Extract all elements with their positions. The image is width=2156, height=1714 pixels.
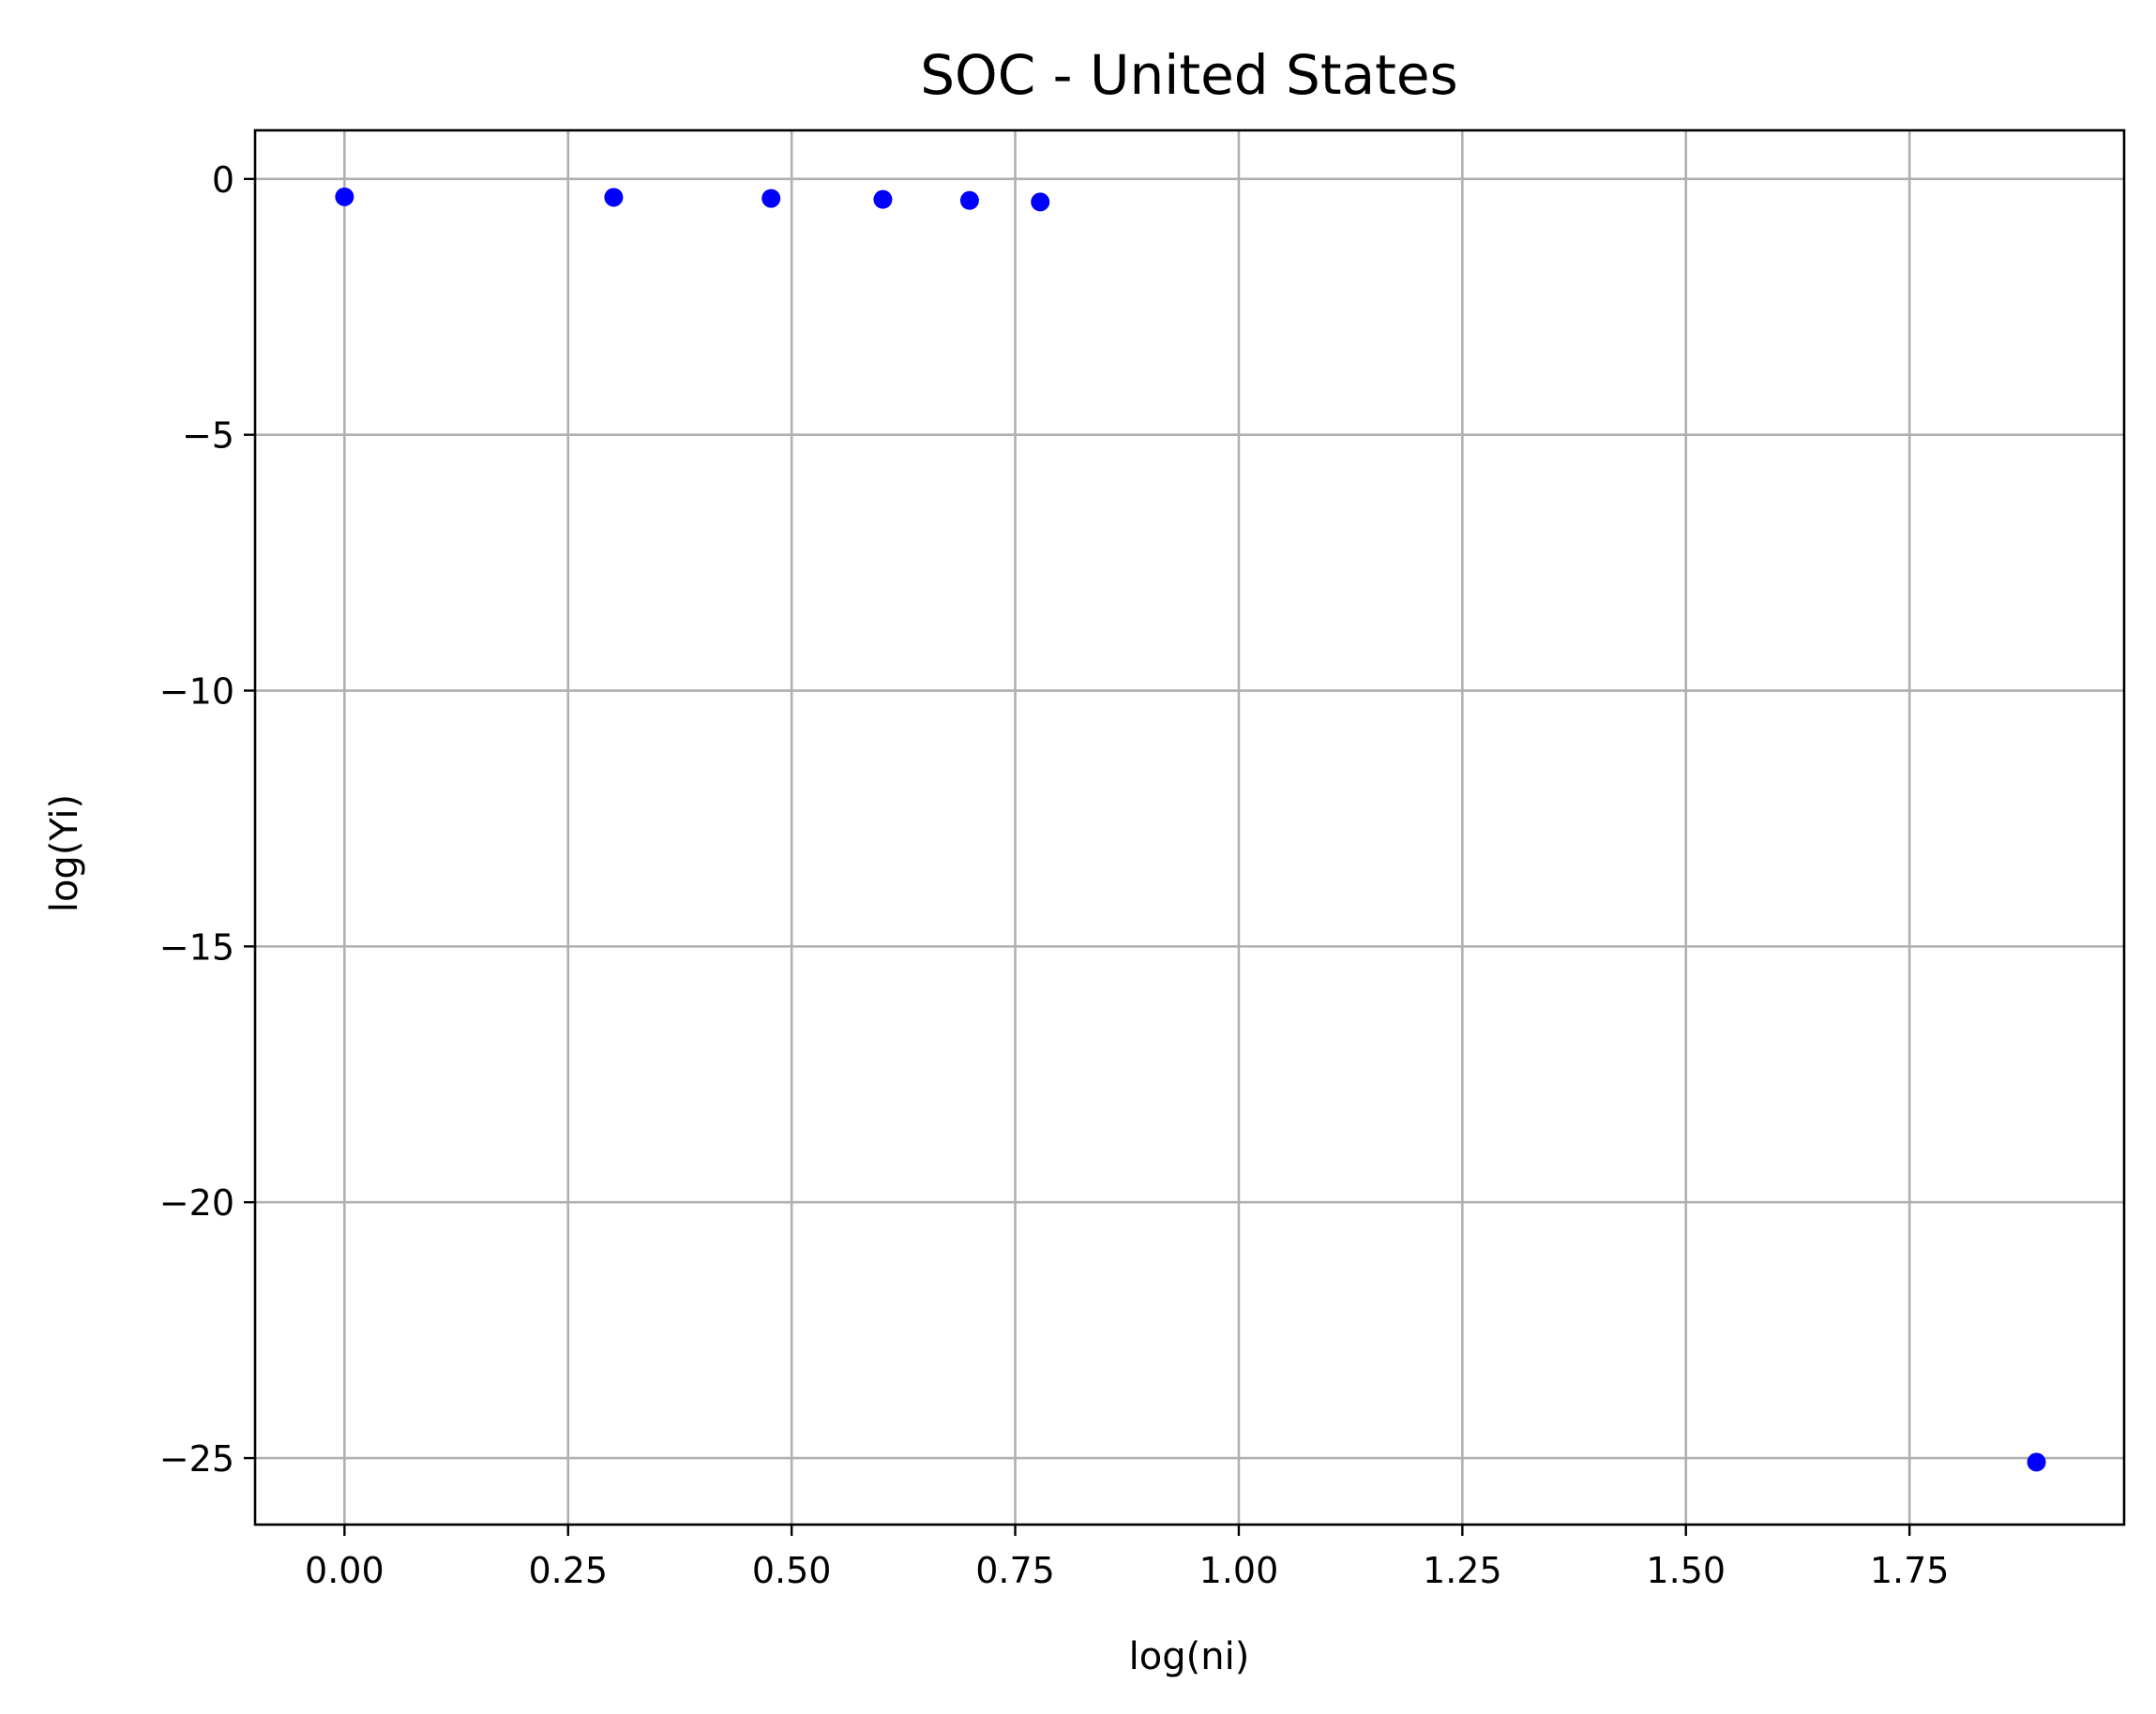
x-axis-label: log(ni): [1129, 1635, 1250, 1678]
x-tick-label: 0.50: [752, 1550, 832, 1591]
x-tick-label: 1.25: [1423, 1550, 1502, 1591]
data-point: [1031, 192, 1050, 212]
y-tick-label: −25: [159, 1438, 234, 1480]
data-point: [604, 188, 624, 207]
y-tick-label: 0: [212, 159, 234, 201]
x-tick-label: 1.75: [1870, 1550, 1950, 1591]
data-point: [2027, 1452, 2046, 1472]
data-point: [959, 190, 979, 210]
x-tick-label: 1.50: [1646, 1550, 1726, 1591]
grid: [255, 130, 2124, 1525]
y-tick-label: −5: [182, 415, 234, 457]
x-tick-label: 1.00: [1199, 1550, 1279, 1591]
y-tick-label: −15: [159, 926, 234, 968]
x-tick-label: 0.75: [975, 1550, 1055, 1591]
data-point: [873, 189, 893, 209]
y-axis-label: log(Yi): [43, 794, 86, 912]
data-point: [761, 188, 781, 208]
x-tick-label: 0.00: [305, 1550, 384, 1591]
data-point: [335, 187, 354, 206]
chart-title: SOC - United States: [920, 43, 1458, 107]
data-points: [335, 187, 2046, 1472]
x-tick-label: 0.25: [528, 1550, 608, 1591]
y-tick-label: −20: [159, 1182, 234, 1224]
ticks: 0.00 0.25 0.50 0.75 1.00 1.25 1.50 1.75 0 −5 −10 −1…: [159, 159, 1950, 1591]
plot-frame: [253, 128, 2126, 1526]
y-tick-label: −10: [159, 671, 234, 713]
